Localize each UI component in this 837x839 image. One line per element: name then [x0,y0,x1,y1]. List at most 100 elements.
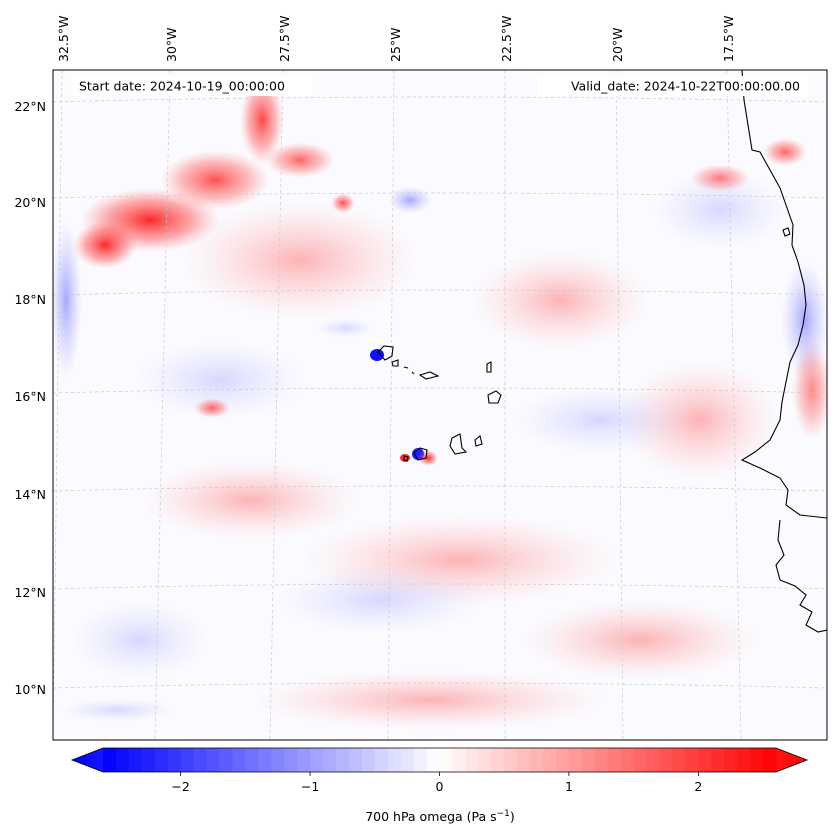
lat-label: 10°N [14,682,46,697]
colorbar-segment [284,748,298,772]
colorbar-segment [646,748,660,772]
omega-field [53,75,827,730]
colorbar-segment [335,748,350,772]
colorbar-segment [530,748,544,772]
meridian-line [53,70,63,740]
colorbar-segment [504,748,518,772]
colorbar-segment [685,748,699,772]
lat-label: 14°N [14,487,46,502]
colorbar-segment [115,748,130,772]
island-santa-luzia [403,366,409,369]
map-frame [52,69,828,741]
colorbar-segment [245,748,259,772]
valid-date-box [538,76,808,96]
island-santiago [449,433,468,455]
lat-label: 18°N [14,292,46,307]
colorbar-segment [737,748,751,772]
island-sao-nicolau [418,371,440,380]
island-boa-vista [487,390,502,404]
parallel-line [53,485,827,492]
colorbar-segment [581,748,596,772]
latitude-labels: 22°N 20°N 18°N 16°N 14°N 12°N 10°N [14,99,46,697]
meridian-line [387,70,395,740]
coastlines [377,70,827,633]
lon-label: 30°W [164,27,179,62]
island-sao-vicente [391,359,399,367]
colorbar-segment [323,748,337,772]
colorbar-tick-label: 0 [436,779,444,794]
colorbar-segment [478,748,492,772]
colorbar-segment [297,748,311,772]
lon-label: 20°W [610,27,625,62]
colorbar-tick-label: −2 [171,779,189,794]
colorbar-segment [310,748,324,772]
colorbar-segment [711,748,725,772]
colorbar-segment [154,748,169,772]
colorbar-segment [167,748,182,772]
colorbar-segment [491,748,505,772]
island-sal [486,361,492,373]
colorbar-segment [724,748,738,772]
colorbar-segment [465,748,479,772]
colorbar-segment [258,748,272,772]
colorbar-segment [219,748,233,772]
colorbar-segment [555,748,570,772]
graticule [53,70,827,740]
start-date-label: Start date: 2024-10-19_00:00:00 [79,79,285,94]
colorbar-segment [128,748,143,772]
parallel-line [53,192,827,199]
colorbar-segment [400,748,415,772]
parallel-line [53,289,827,296]
colorbar-tick-label: 2 [694,779,702,794]
parallel-line [53,387,827,394]
meridian-line [726,70,742,740]
colorbar-label: 700 hPa omega (Pa s−1) [365,809,515,824]
colorbar-segment [413,748,427,772]
colorbar-segment [439,748,453,772]
lon-label: 27.5°W [277,16,292,62]
colorbar-tick-label: 1 [565,779,573,794]
colorbar-segment [271,748,285,772]
colorbar-segment [141,748,156,772]
colorbar-segment [193,748,207,772]
lon-label: 17.5°W [721,16,736,62]
parallel-line [53,96,827,103]
valid-date-label: Valid_date: 2024-10-22T00:00:00.00 [571,79,800,94]
colorbar-outline [70,747,809,773]
colorbar-segment [568,748,583,772]
colorbar-segment [750,748,764,772]
meridian-line [154,70,171,740]
parallel-line [53,583,827,590]
colorbar-segment [763,748,777,772]
colorbar-segment [180,748,194,772]
colorbar-segment [426,748,440,772]
longitude-labels: 32.5°W 30°W 27.5°W 25°W 22.5°W 20°W 17.5… [56,16,736,62]
colorbar-ticks: −2 −1 0 1 2 [171,772,702,794]
colorbar-segment [361,748,376,772]
colorbar-segment [698,748,712,772]
colorbar: −2 −1 0 1 2 700 hPa omega (Pa s−1) [70,747,809,824]
gambia-guinea-coastline [775,519,827,633]
colorbar-segment [232,748,246,772]
africa-coastline [740,70,827,519]
colorbar-segment [387,748,402,772]
lat-label: 22°N [14,99,46,114]
colorbar-segments [103,748,777,772]
colorbar-segment [607,748,622,772]
lon-label: 32.5°W [56,16,71,62]
colorbar-segment [206,748,220,772]
colorbar-segment [659,748,673,772]
colorbar-segment [452,748,466,772]
island-islet [411,371,415,375]
island-fogo [413,447,428,461]
parallel-line [53,682,827,689]
lat-label: 16°N [14,389,46,404]
map-panel: Start date: 2024-10-19_00:00:00 Valid_da… [14,16,828,741]
meridian-line [269,70,284,740]
lat-label: 20°N [14,195,46,210]
colorbar-segment [517,748,531,772]
island-brava [403,455,409,462]
lon-label: 25°W [388,27,403,62]
colorbar-segment [672,748,686,772]
